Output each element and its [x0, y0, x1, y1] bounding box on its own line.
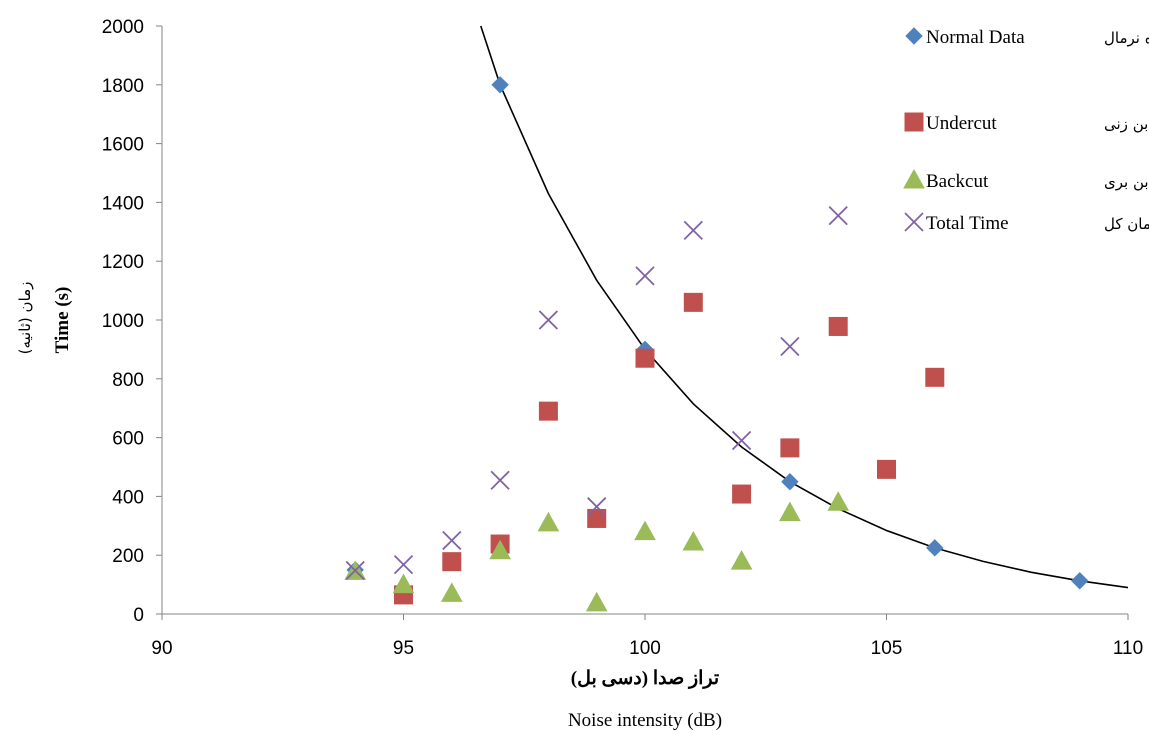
legend-backcut-label: Backcut	[926, 171, 989, 192]
data-marks	[344, 76, 1089, 612]
y-tick-label: 1200	[102, 252, 144, 273]
normal-data-point	[1070, 572, 1089, 590]
legend-normal-data-label: Normal Data	[926, 27, 1025, 48]
legend-total-time-marker-stroke-b	[904, 212, 924, 232]
total-time-point	[490, 470, 510, 490]
total-time-point-stroke-b	[635, 266, 655, 286]
legend-backcut-marker	[903, 168, 925, 189]
total-time-point-stroke-b	[828, 205, 848, 226]
legend-undercut-marker	[904, 112, 924, 132]
legend-total-time-marker	[904, 212, 924, 232]
trendline	[480, 25, 1128, 589]
backcut-point	[779, 501, 801, 522]
backcut-point	[489, 539, 511, 560]
total-time-point	[393, 554, 414, 575]
x-tick-label: 105	[871, 638, 903, 659]
y-tick-label: 1000	[102, 311, 144, 332]
normal-data-point	[491, 76, 509, 94]
legend-normal-data-label-persian: داده نرمال	[1104, 29, 1149, 47]
x-axis-title-persian: تراز صدا (دسی بل)	[571, 668, 719, 689]
total-time-point	[780, 336, 800, 357]
total-time-point	[538, 310, 559, 330]
y-axis-title-english: Time (s)	[52, 287, 73, 354]
normal-data-point	[926, 539, 944, 557]
backcut-point	[827, 491, 850, 511]
undercut-point	[683, 292, 703, 312]
axes: 0 200 400 600 800 1000 1200 1400 1600 1800 2000 90 9…	[102, 17, 1143, 659]
plot-area	[480, 25, 1128, 589]
backcut-point	[682, 530, 705, 551]
backcut-point	[634, 520, 656, 541]
undercut-point	[587, 508, 607, 528]
legend-normal-data-marker	[905, 27, 923, 45]
x-tick-label: 95	[393, 638, 414, 659]
undercut-point	[442, 552, 462, 572]
total-time-point-stroke-b	[538, 310, 559, 330]
y-axis-title-persian: زمان (ثانیه)	[16, 282, 34, 355]
total-time-point	[731, 430, 752, 451]
backcut-point	[585, 591, 608, 612]
legend-undercut-label: Undercut	[926, 113, 997, 134]
total-time-point-stroke-b	[587, 497, 607, 517]
total-time-point-stroke-b	[393, 554, 414, 575]
total-time-point-stroke-b	[345, 560, 365, 581]
backcut-point	[730, 550, 753, 570]
x-tick-label: 90	[151, 638, 172, 659]
legend-undercut-label-persian: زمان بن زنی	[1104, 115, 1149, 133]
y-tick-label: 600	[112, 429, 144, 450]
undercut-point	[732, 484, 752, 504]
total-time-point	[828, 205, 848, 226]
undercut-point	[828, 316, 848, 336]
total-time-point	[442, 530, 462, 551]
undercut-point	[780, 438, 800, 458]
y-tick-label: 800	[112, 370, 144, 391]
backcut-point	[440, 582, 463, 602]
y-tick-label: 1800	[102, 76, 144, 97]
total-time-point-stroke-b	[490, 470, 510, 490]
x-axis-title-english: Noise intensity (dB)	[568, 710, 722, 731]
total-time-point-stroke-b	[683, 220, 703, 240]
x-tick-label: 110	[1113, 638, 1143, 659]
total-time-point-stroke-b	[731, 430, 752, 451]
legend: Normal Data داده نرمال Undercut زمان بن زنی…	[903, 27, 1149, 234]
x-tick-label: 100	[629, 638, 661, 659]
y-tick-label: 400	[112, 487, 144, 508]
y-tick-label: 0	[133, 605, 144, 626]
undercut-point	[925, 367, 945, 387]
total-time-point	[683, 220, 703, 240]
undercut-point	[877, 459, 896, 479]
legend-total-time-label-persian: زمان کل	[1104, 215, 1149, 233]
backcut-point	[537, 511, 560, 532]
total-time-point	[635, 266, 655, 286]
y-tick-label: 2000	[102, 17, 144, 38]
total-time-point	[587, 497, 607, 517]
total-time-point	[345, 560, 365, 581]
legend-total-time-label: Total Time	[926, 213, 1009, 234]
y-tick-label: 1400	[102, 193, 144, 214]
legend-backcut-label-persian: زمان بن بری	[1104, 173, 1149, 191]
undercut-point	[635, 348, 655, 368]
y-tick-label: 200	[112, 546, 144, 567]
backcut-point	[392, 573, 415, 594]
y-tick-label: 1600	[102, 135, 144, 156]
total-time-point-stroke-b	[780, 336, 800, 357]
normal-data-point	[781, 472, 799, 491]
total-time-point-stroke-b	[442, 530, 462, 551]
undercut-point	[538, 401, 558, 421]
